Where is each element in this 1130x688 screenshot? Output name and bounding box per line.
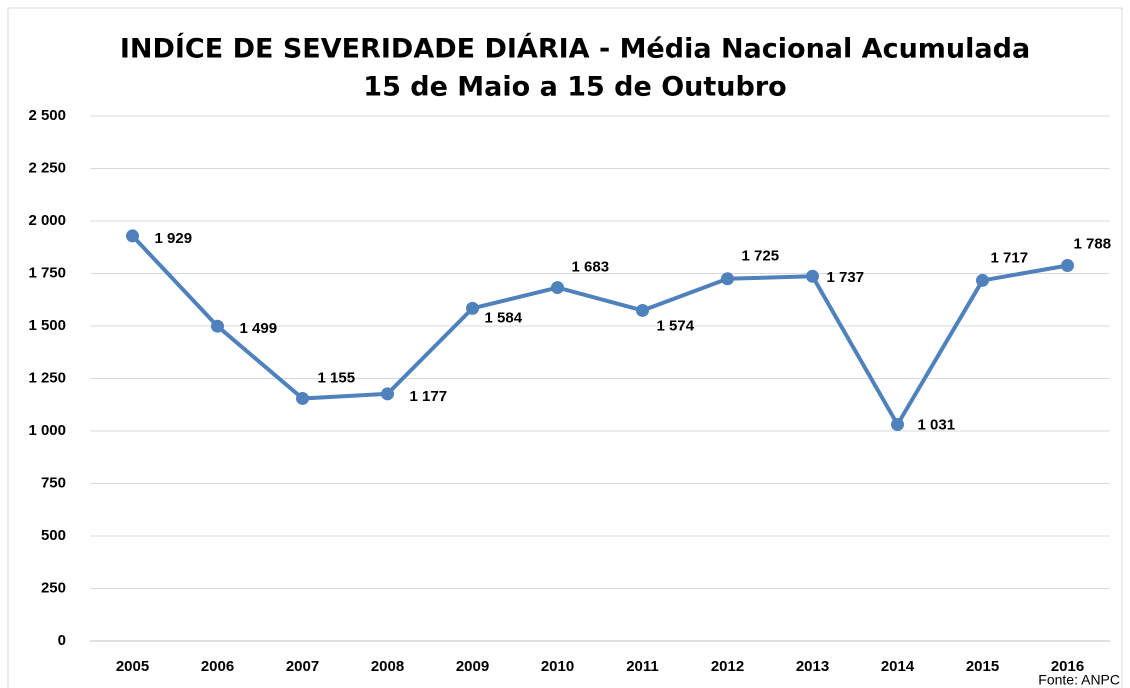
y-tick-label: 500 <box>41 527 66 544</box>
data-label: 1 929 <box>155 230 193 247</box>
marker <box>466 301 479 315</box>
marker <box>891 417 904 431</box>
data-label: 1 683 <box>572 259 610 276</box>
x-tick-label: 2015 <box>966 658 999 675</box>
x-tick-label: 2008 <box>371 658 404 675</box>
y-tick-label: 1 250 <box>28 369 66 386</box>
chart-title: INDÍCE DE SEVERIDADE DIÁRIA - Média Naci… <box>120 33 1030 65</box>
x-tick-label: 2013 <box>796 658 829 675</box>
x-tick-label: 2011 <box>626 658 659 675</box>
x-tick-label: 2009 <box>456 658 489 675</box>
x-tick-label: 2012 <box>711 658 744 675</box>
data-label: 1 717 <box>991 249 1029 266</box>
data-label: 1 499 <box>240 320 278 337</box>
y-tick-label: 2 000 <box>28 212 66 229</box>
y-tick-label: 250 <box>41 579 66 596</box>
marker <box>806 269 819 283</box>
x-tick-label: 2014 <box>881 658 915 675</box>
y-tick-label: 0 <box>58 632 66 649</box>
data-label: 1 788 <box>1074 235 1112 252</box>
marker <box>211 319 224 333</box>
x-tick-label: 2006 <box>201 658 234 675</box>
marker <box>976 273 989 287</box>
chart-border <box>7 7 1123 688</box>
marker <box>636 303 649 317</box>
data-label: 1 725 <box>742 248 780 265</box>
x-tick-label: 2005 <box>116 658 149 675</box>
data-label: 1 574 <box>657 317 695 334</box>
data-label: 1 155 <box>318 369 356 386</box>
x-tick-label: 2007 <box>286 658 319 675</box>
marker <box>296 391 309 405</box>
chart-subtitle: 15 de Maio a 15 de Outubro <box>363 72 786 103</box>
y-tick-label: 1 500 <box>28 317 66 334</box>
marker <box>551 281 564 295</box>
marker <box>721 272 734 286</box>
data-label: 1 177 <box>410 388 448 405</box>
y-tick-label: 2 250 <box>28 159 66 176</box>
x-tick-label: 2010 <box>541 658 574 675</box>
marker <box>381 387 394 401</box>
marker <box>1061 259 1074 273</box>
line <box>131 234 1068 427</box>
y-tick-label: 2 500 <box>28 107 66 124</box>
marker <box>126 229 139 243</box>
x-tick-label: 2016 <box>1051 658 1084 675</box>
y-tick-label: 1 000 <box>28 422 66 439</box>
data-label: 1 031 <box>918 416 956 433</box>
source: Fonte: ANPC <box>1038 672 1120 688</box>
y-tick-label: 1 750 <box>28 264 66 281</box>
data-label: 1 584 <box>485 309 523 326</box>
y-tick-label: 750 <box>41 474 66 491</box>
data-label: 1 737 <box>827 269 865 286</box>
